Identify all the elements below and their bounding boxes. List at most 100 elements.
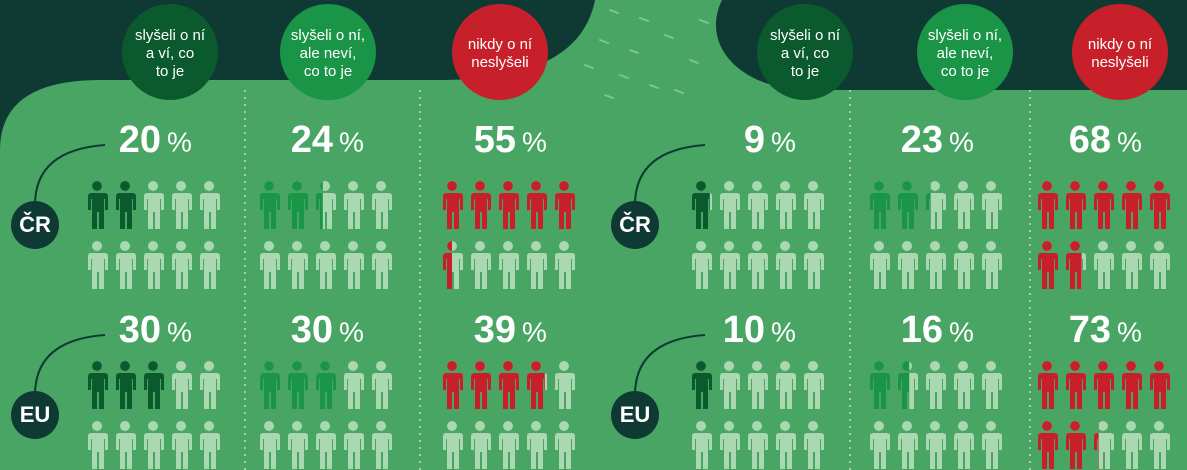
person-filled xyxy=(288,361,308,409)
person-body xyxy=(692,433,712,469)
person-head xyxy=(902,181,912,191)
person-filled xyxy=(1122,181,1142,229)
person-head xyxy=(320,421,330,431)
person-body xyxy=(720,373,740,409)
person-filled xyxy=(1094,423,1099,469)
person-body xyxy=(1122,193,1142,229)
person-body xyxy=(926,373,946,409)
person-head xyxy=(958,421,968,431)
person-head xyxy=(696,361,706,371)
person-head xyxy=(1154,241,1164,251)
person-body xyxy=(344,373,364,409)
row-label: EU xyxy=(20,402,51,427)
person-body xyxy=(200,253,220,289)
person-head xyxy=(148,241,158,251)
person-body xyxy=(1066,193,1086,229)
person-head xyxy=(986,421,996,431)
person-body xyxy=(200,373,220,409)
person-filled xyxy=(499,181,519,229)
person-body xyxy=(260,433,280,469)
person-body xyxy=(804,193,824,229)
person-body xyxy=(116,373,136,409)
person-body xyxy=(527,193,547,229)
person-head xyxy=(320,241,330,251)
percent-unit: % xyxy=(522,316,547,347)
person-head xyxy=(92,361,102,371)
person-body xyxy=(898,373,910,409)
percent-value: 16 xyxy=(901,309,943,351)
header-line: co to je xyxy=(304,63,352,80)
person-head xyxy=(986,241,996,251)
person-body xyxy=(172,193,192,229)
percent-unit: % xyxy=(339,126,364,157)
person-filled xyxy=(499,361,519,409)
person-body xyxy=(144,433,164,469)
person-head xyxy=(1042,181,1052,191)
person-filled xyxy=(471,181,491,229)
person-body xyxy=(443,433,463,469)
person-head xyxy=(1098,361,1108,371)
person-body xyxy=(1038,433,1058,469)
person-body xyxy=(870,193,890,229)
row-label-badge xyxy=(611,201,659,249)
person-filled xyxy=(1066,361,1086,409)
person-head xyxy=(752,421,762,431)
person-body xyxy=(692,193,710,229)
person-body xyxy=(870,373,890,409)
person-head xyxy=(204,421,214,431)
percent-value: 23 xyxy=(901,119,943,161)
person-body xyxy=(116,193,136,229)
person-body xyxy=(288,373,308,409)
person-body xyxy=(1038,193,1058,229)
header-line: slyšeli o ní, xyxy=(291,27,365,44)
person-head xyxy=(264,421,274,431)
person-filled xyxy=(870,361,890,409)
person-body xyxy=(88,433,108,469)
person-head xyxy=(264,241,274,251)
person-head xyxy=(559,361,569,371)
person-body xyxy=(443,373,463,409)
person-body xyxy=(555,433,575,469)
person-body xyxy=(954,193,974,229)
person-body xyxy=(720,253,740,289)
person-filled xyxy=(527,181,547,229)
person-head xyxy=(531,361,541,371)
percent-value: 73 xyxy=(1069,309,1111,351)
person-body xyxy=(1150,253,1170,289)
pictogram xyxy=(692,361,824,469)
percent-value: 24 xyxy=(291,119,333,161)
person-body xyxy=(870,433,890,469)
person-head xyxy=(292,421,302,431)
person-body xyxy=(870,253,890,289)
pictogram xyxy=(443,361,575,469)
person-head xyxy=(447,421,457,431)
percent-value: 20 xyxy=(119,119,161,161)
person-body xyxy=(344,253,364,289)
person-body xyxy=(527,433,547,469)
person-body xyxy=(692,253,712,289)
person-filled xyxy=(116,361,136,409)
person-head xyxy=(752,241,762,251)
person-body xyxy=(1094,433,1114,469)
person-head xyxy=(176,421,186,431)
person-body xyxy=(804,433,824,469)
person-head xyxy=(902,241,912,251)
person-body xyxy=(144,253,164,289)
person-head xyxy=(780,241,790,251)
person-body xyxy=(555,193,575,229)
person-head xyxy=(1098,423,1099,429)
person-head xyxy=(475,241,485,251)
row-label-badge xyxy=(11,391,59,439)
person-body xyxy=(982,253,1002,289)
person-head xyxy=(958,361,968,371)
person-body xyxy=(776,433,796,469)
person-head xyxy=(447,361,457,371)
person-head xyxy=(376,421,386,431)
person-head xyxy=(1098,241,1108,251)
person-body xyxy=(527,373,545,409)
person-head xyxy=(264,181,274,191)
person-body xyxy=(1038,373,1058,409)
person-head xyxy=(752,181,762,191)
header-label: slyšeli o ní a ví, co to je xyxy=(770,27,841,80)
person-head xyxy=(475,181,485,191)
